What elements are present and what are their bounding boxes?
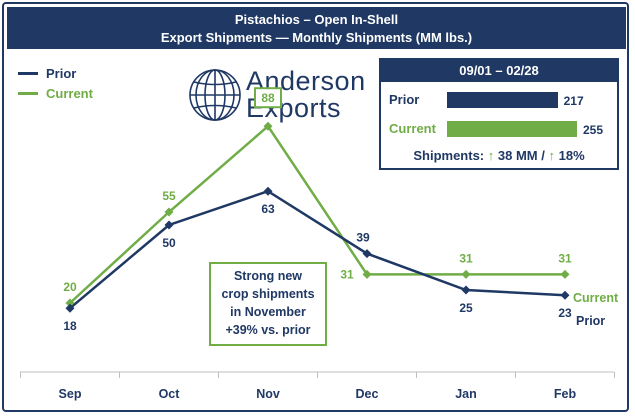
x-tick-label: Sep [59,387,82,401]
x-tick-label: Oct [159,387,181,401]
data-label-prior: 63 [261,202,275,216]
legend-swatch-prior [18,72,38,75]
callout-line: in November [230,305,306,319]
summary-prior-value: 217 [563,94,584,108]
legend-item-prior: Prior [18,66,76,81]
point-current [362,269,372,279]
end-label-current: Current [573,291,619,305]
summary-current-value: 255 [583,123,604,137]
chart-title-line1: Pistachios – Open In-Shell [234,12,399,27]
data-label-current: 31 [558,251,572,265]
data-label-current: 20 [63,280,77,294]
summary-period: 09/01 – 02/28 [381,60,617,82]
summary-prior-label: Prior [389,92,420,107]
summary-bar-prior [447,92,558,108]
data-label-prior: 23 [558,306,572,320]
point-current [560,269,570,279]
series-line-prior [69,189,566,310]
callout-line: Strong new [233,269,303,283]
legend-label-current: Current [46,86,93,101]
legend-item-current: Current [18,86,93,101]
summary-change-pct: 18% [558,148,585,163]
summary-bar-current [447,121,577,137]
point-prior [164,220,174,230]
point-current [164,207,174,217]
legend-swatch-current [18,92,38,95]
globe-logo-icon [189,69,241,121]
title-bar: Pistachios – Open In-Shell Export Shipme… [7,7,626,49]
point-current [263,121,273,131]
point-prior [263,186,273,196]
chart-title-line2: Export Shipments — Monthly Shipments (MM… [160,30,473,45]
arrow-up-icon: ↑ [487,148,495,163]
data-label-current: 31 [459,251,473,265]
summary-footer-prefix: Shipments: [413,148,485,163]
data-label-current: 88 [261,91,275,105]
data-label-prior: 50 [162,236,176,250]
point-prior [560,290,570,300]
summary-footer: Shipments: ↑ 38 MM / ↑ 18% [381,148,617,163]
data-labels: 18 50 63 39 25 23 20 55 88 31 31 31 [63,87,572,333]
summary-change-mm: 38 MM / [497,148,545,163]
summary-box: 09/01 – 02/28 Prior 217 Current 255 Ship… [379,58,619,170]
callout-line: +39% vs. prior [225,323,311,337]
point-current [65,298,75,308]
data-label-current: 31 [340,267,354,281]
highlight-box [254,87,282,109]
x-axis-ticks [20,372,615,378]
point-prior [65,303,75,313]
point-prior [362,249,372,259]
summary-current-label: Current [389,121,436,136]
data-label-prior: 18 [63,319,77,333]
x-tick-label: Nov [256,387,280,401]
data-label-prior: 25 [459,301,473,315]
end-label-prior: Prior [576,314,605,328]
legend-label-prior: Prior [46,66,77,81]
callout-line: crop shipments [221,287,315,301]
x-tick-label: Feb [554,387,577,401]
data-label-prior: 39 [356,231,370,245]
callout-box: Strong new crop shipments in November +3… [209,262,327,346]
data-points [65,121,570,313]
arrow-up-icon: ↑ [548,148,555,163]
x-tick-label: Jan [455,387,477,401]
x-tick-label: Dec [356,387,379,401]
x-axis-labels: Sep Oct Nov Dec Jan Feb [59,387,577,401]
series-line-current [69,124,565,304]
data-label-current: 55 [162,189,176,203]
point-current [461,269,471,279]
point-prior [461,285,471,295]
